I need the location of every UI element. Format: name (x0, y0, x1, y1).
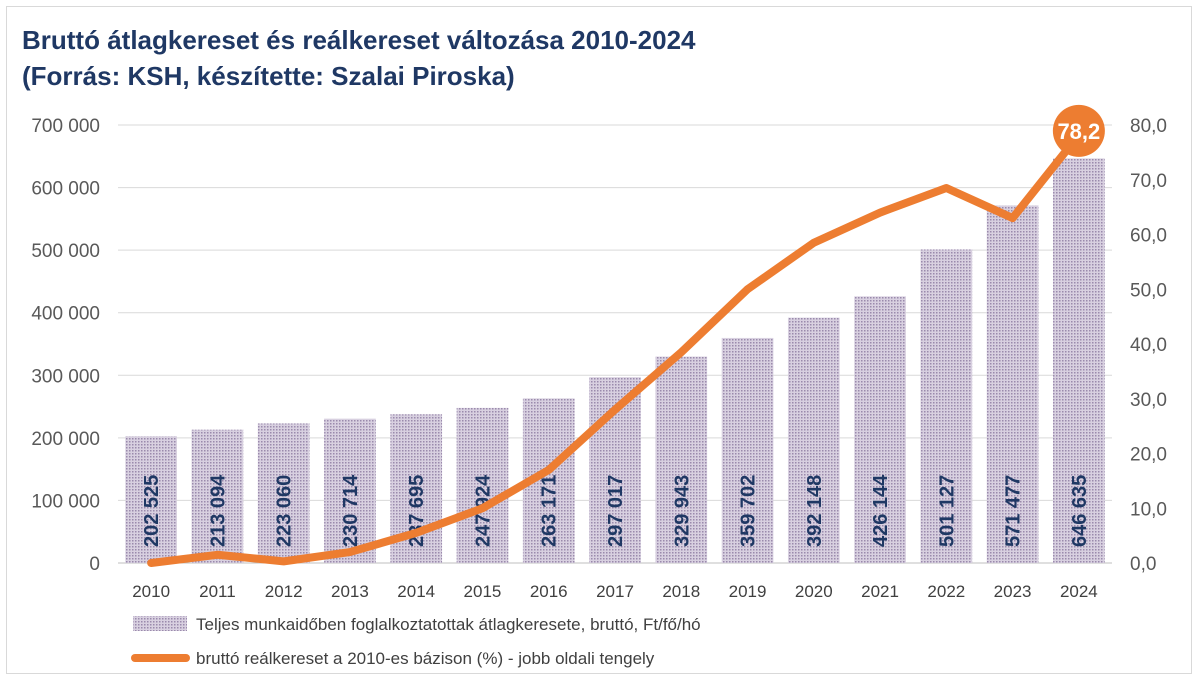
x-tick-label: 2024 (1060, 582, 1098, 601)
bar (986, 205, 1039, 563)
x-tick-label: 2020 (795, 582, 833, 601)
bar-value-label: 646 635 (1069, 475, 1091, 547)
legend-swatch-bar (133, 616, 187, 631)
bar (787, 317, 840, 563)
x-tick-label: 2014 (397, 582, 435, 601)
y-right-tick-label: 0,0 (1130, 554, 1156, 575)
bar-value-label: 329 943 (671, 475, 693, 547)
y-left-tick-label: 200 000 (31, 429, 100, 450)
x-tick-label: 2021 (861, 582, 899, 601)
y-right-tick-label: 50,0 (1130, 280, 1167, 301)
bar (125, 436, 177, 563)
y-axis-left: 0 100 000 200 000 300 000 400 000 500 000 600 … (31, 116, 100, 575)
chart-subtitle: (Forrás: KSH, készítette: Szalai Piroska… (22, 61, 515, 91)
y-right-tick-label: 30,0 (1130, 390, 1167, 411)
bar-value-label: 392 148 (804, 475, 826, 547)
x-tick-label: 2013 (331, 582, 369, 601)
bar (655, 356, 708, 563)
line-series: 78,2 (147, 104, 1105, 567)
x-tick-label: 2019 (729, 582, 767, 601)
chart-title: Bruttó átlagkereset és reálkereset válto… (22, 25, 696, 55)
y-right-tick-label: 20,0 (1130, 445, 1167, 466)
x-tick-label: 2012 (265, 582, 303, 601)
y-left-tick-label: 300 000 (31, 366, 100, 387)
y-right-tick-label: 70,0 (1130, 171, 1167, 192)
bar (920, 249, 973, 563)
bar (721, 337, 774, 563)
legend: Teljes munkaidőben foglalkoztatottak átl… (131, 615, 701, 668)
bar-value-label: 213 094 (207, 474, 229, 547)
bar-labels: 202 525 213 094 223 060 230 714 237 695 247 9… (141, 474, 1091, 547)
legend-label-bar: Teljes munkaidőben foglalkoztatottak átl… (196, 615, 701, 634)
bar (324, 418, 376, 563)
bar-value-label: 202 525 (141, 475, 163, 547)
y-left-tick-label: 100 000 (31, 491, 100, 512)
bar-value-label: 359 702 (738, 475, 760, 547)
x-axis: 2010 2011 2012 2013 2014 2015 2016 2017 2018 2019… (132, 582, 1098, 601)
y-right-tick-label: 80,0 (1130, 116, 1167, 137)
bar-value-label: 223 060 (274, 475, 296, 547)
bar (1053, 158, 1105, 563)
x-tick-label: 2023 (994, 582, 1032, 601)
bar-value-label: 571 477 (1003, 475, 1025, 547)
bar (854, 296, 906, 563)
highlight-point-label: 78,2 (1057, 119, 1100, 144)
y-right-tick-label: 10,0 (1130, 499, 1167, 520)
x-tick-label: 2022 (927, 582, 965, 601)
line-series-path (147, 130, 1083, 567)
y-left-tick-label: 600 000 (31, 179, 100, 200)
bar-value-label: 426 144 (870, 474, 892, 547)
x-tick-label: 2011 (199, 582, 236, 601)
highlight-point-marker (1052, 104, 1105, 157)
x-tick-label: 2010 (132, 582, 170, 601)
bar-value-label: 230 714 (340, 474, 362, 547)
y-left-tick-label: 400 000 (31, 304, 100, 325)
bar-value-label: 297 017 (605, 475, 627, 547)
y-axis-right: 0,0 10,0 20,0 30,0 40,0 50,0 60,0 70,0 80,0 (1130, 116, 1167, 575)
bar-value-label: 501 127 (936, 475, 958, 547)
y-left-tick-label: 500 000 (31, 241, 100, 262)
bar (456, 407, 509, 563)
y-left-tick-label: 0 (89, 554, 100, 575)
x-tick-label: 2017 (596, 582, 634, 601)
bar (191, 429, 244, 563)
x-tick-label: 2015 (464, 582, 502, 601)
x-tick-label: 2016 (530, 582, 568, 601)
chart-title-block: Bruttó átlagkereset és reálkereset válto… (22, 22, 696, 94)
bar (257, 423, 310, 563)
x-tick-label: 2018 (662, 582, 700, 601)
y-left-tick-label: 700 000 (31, 116, 100, 137)
y-right-tick-label: 40,0 (1130, 335, 1167, 356)
legend-label-line: bruttó reálkereset a 2010-es bázison (%)… (196, 649, 655, 668)
bar-value-label: 263 171 (539, 475, 561, 547)
y-right-tick-label: 60,0 (1130, 226, 1167, 247)
